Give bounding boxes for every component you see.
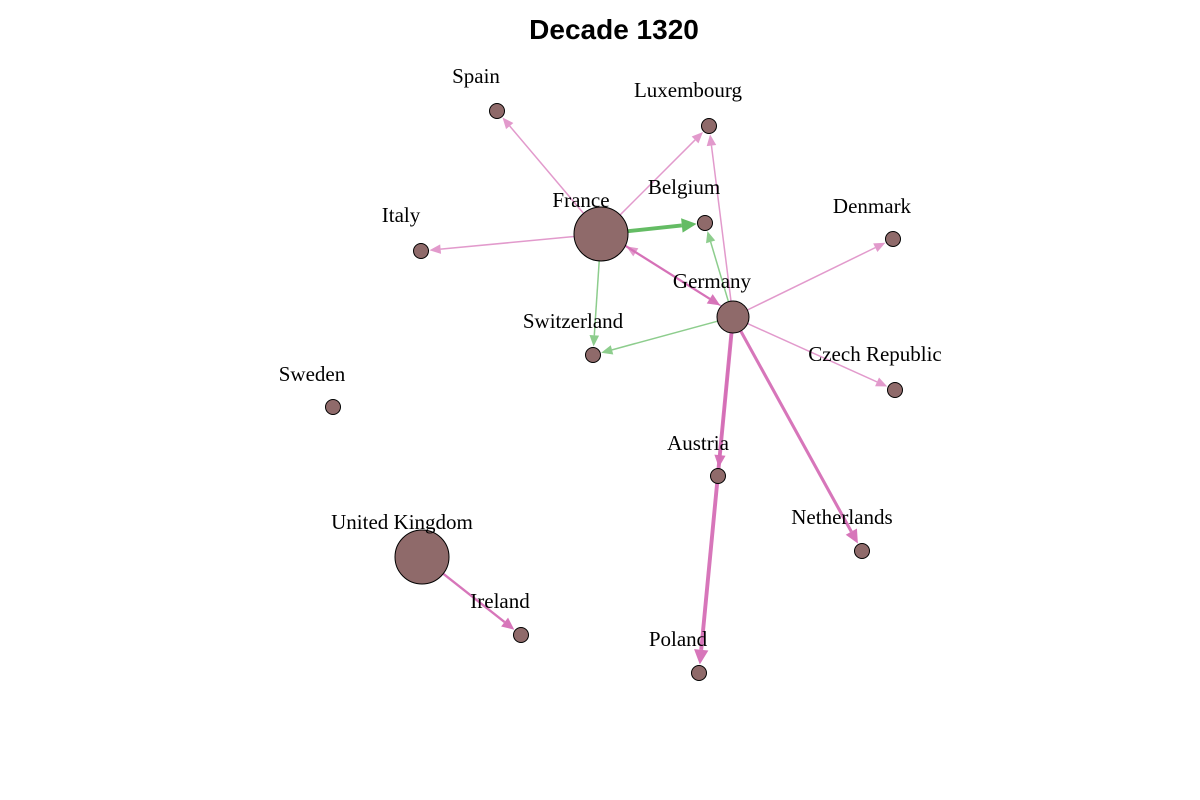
edge-arrowhead [694, 649, 709, 665]
node-label-ireland: Ireland [470, 589, 530, 613]
node-sweden [325, 399, 341, 415]
edge-germany-to-denmark [747, 242, 886, 311]
edge-france-to-belgium [627, 218, 697, 234]
edge-line [710, 145, 732, 302]
edge-line [699, 332, 734, 650]
edge-france-to-switzerland [589, 260, 600, 347]
edge-arrowhead [845, 528, 858, 544]
edge-arrowhead [691, 132, 703, 144]
node-belgium [697, 215, 713, 231]
node-united-kingdom [394, 529, 450, 585]
edge-line [747, 322, 878, 383]
edge-arrowhead [502, 117, 514, 130]
edge-germany-to-belgium [706, 231, 730, 302]
edge-france-to-luxembourg [619, 132, 703, 216]
edge-arrowhead [429, 244, 442, 254]
node-label-luxembourg: Luxembourg [634, 78, 743, 102]
edge-line [611, 320, 718, 351]
node-luxembourg [701, 118, 717, 134]
edge-line [619, 139, 696, 216]
edge-line [442, 572, 506, 623]
edge-germany-to-france [626, 246, 722, 307]
edge-arrowhead [873, 242, 886, 252]
node-label-france: France [552, 188, 609, 212]
node-label-austria: Austria [667, 431, 730, 455]
edge-germany-to-switzerland [601, 320, 718, 355]
edge-united-kingdom-to-ireland [442, 572, 515, 630]
edge-arrowhead [681, 218, 697, 233]
node-label-germany: Germany [673, 269, 752, 293]
edge-arrowhead [706, 134, 717, 147]
node-italy [413, 243, 429, 259]
node-denmark [885, 231, 901, 247]
edge-arrowhead [706, 231, 716, 244]
node-label-denmark: Denmark [833, 194, 912, 218]
node-france [573, 206, 629, 262]
node-label-united-kingdom: United Kingdom [331, 510, 473, 534]
edge-germany-to-luxembourg [706, 134, 732, 302]
node-label-netherlands: Netherlands [791, 505, 892, 529]
node-germany [716, 300, 750, 334]
node-label-switzerland: Switzerland [523, 309, 624, 333]
edge-line [739, 330, 853, 533]
diagram-title: Decade 1320 [529, 14, 699, 45]
nodes: France Germany United Kingdom Spain Luxembou… [279, 64, 942, 681]
edge-france-to-italy [429, 235, 575, 254]
node-label-spain: Spain [452, 64, 500, 88]
edge-line [747, 246, 876, 311]
node-label-sweden: Sweden [279, 362, 346, 386]
node-spain [489, 103, 505, 119]
edge-france-to-spain [502, 117, 585, 214]
node-label-italy: Italy [382, 203, 421, 227]
node-poland [691, 665, 707, 681]
node-label-poland: Poland [649, 627, 708, 651]
node-netherlands [854, 543, 870, 559]
node-label-czech-republic: Czech Republic [808, 342, 942, 366]
edge-arrowhead [501, 617, 515, 630]
edge-arrowhead [601, 345, 614, 355]
edge-line [593, 260, 600, 336]
node-ireland [513, 627, 529, 643]
edge-line [709, 241, 730, 302]
node-czech-republic [887, 382, 903, 398]
edge-germany-to-poland [694, 332, 734, 665]
node-switzerland [585, 347, 601, 363]
edge-line [440, 235, 575, 250]
edge-line [509, 125, 585, 214]
edge-germany-to-czech-republic [747, 322, 888, 387]
node-label-belgium: Belgium [648, 175, 720, 199]
edge-germany-to-netherlands [739, 330, 858, 544]
edge-arrowhead [626, 246, 639, 257]
edge-arrowhead [589, 335, 600, 347]
edge-arrowhead [875, 377, 888, 387]
edge-line [635, 251, 722, 307]
node-austria [710, 468, 726, 484]
edge-line [627, 223, 683, 234]
edges [429, 117, 888, 665]
